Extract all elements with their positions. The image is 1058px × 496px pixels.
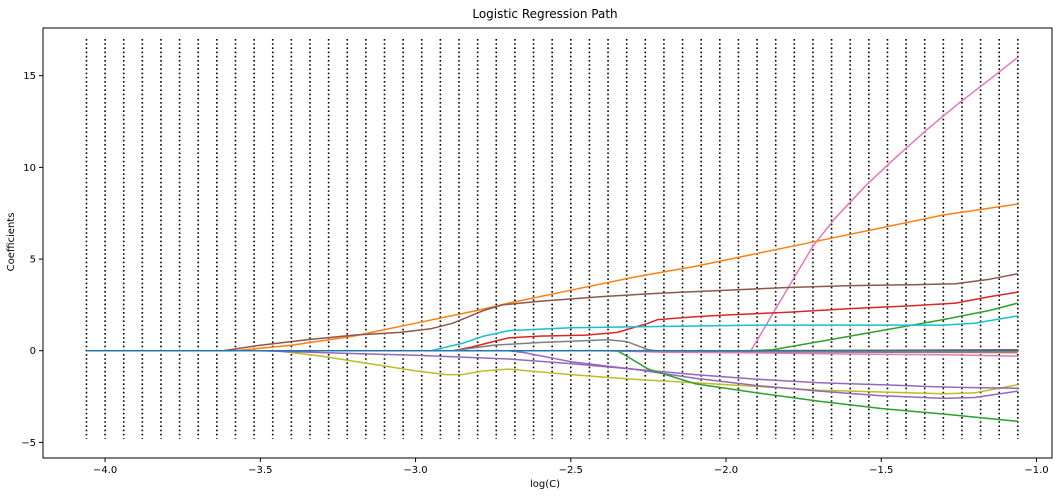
- x-tick-label: −3.5: [248, 465, 272, 476]
- coefficient-path-8: [86, 349, 1018, 395]
- y-tick-label: 10: [23, 163, 36, 174]
- coefficient-path-10: [86, 349, 1018, 400]
- y-tick-label: 0: [30, 346, 36, 357]
- y-axis-label: Coefficients: [6, 213, 17, 272]
- coefficient-path-2: [86, 203, 1018, 352]
- y-axis-ticks: −5 0 5 10 15: [21, 71, 43, 449]
- plot-area: [85, 39, 1019, 439]
- x-tick-label: −2.0: [714, 465, 738, 476]
- x-axis-ticks: −4.0 −3.5 −3.0 −2.5 −2.0 −1.5 −1.0: [93, 458, 1049, 476]
- coefficient-path-3: [86, 272, 1018, 352]
- x-tick-label: −4.0: [93, 465, 117, 476]
- coefficient-path-1: [86, 56, 1019, 352]
- y-tick-label: −5: [21, 438, 36, 449]
- coefficient-path-4: [86, 291, 1018, 352]
- chart-title: Logistic Regression Path: [472, 7, 617, 21]
- coefficient-path-9: [86, 349, 1018, 390]
- coefficient-path-5: [86, 302, 1018, 352]
- plot-frame: [42, 27, 1053, 459]
- coefficient-path-6: [86, 315, 1018, 352]
- y-tick-label: 5: [30, 255, 36, 266]
- x-tick-label: −1.5: [869, 465, 893, 476]
- x-tick-label: −3.0: [403, 465, 427, 476]
- coefficient-path-11: [86, 349, 1018, 423]
- x-tick-label: −2.5: [559, 465, 583, 476]
- y-tick-label: 15: [23, 71, 36, 82]
- x-axis-label: log(C): [530, 479, 560, 490]
- x-tick-label: −1.0: [1024, 465, 1048, 476]
